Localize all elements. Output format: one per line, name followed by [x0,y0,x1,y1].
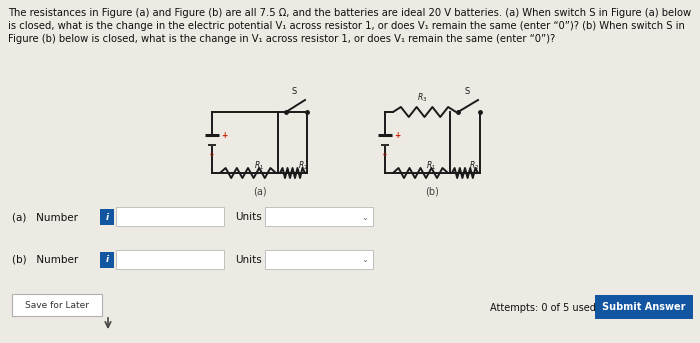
Text: (a): (a) [253,187,266,197]
Text: i: i [106,256,108,264]
FancyBboxPatch shape [100,252,114,268]
FancyBboxPatch shape [100,209,114,225]
Text: $R_2$: $R_2$ [298,160,308,172]
Text: +: + [394,130,400,140]
Text: The resistances in Figure (a) and Figure (b) are all 7.5 Ω, and the batteries ar: The resistances in Figure (a) and Figure… [8,8,691,44]
FancyBboxPatch shape [265,207,373,226]
Text: o: o [383,152,387,156]
Text: $R_1$: $R_1$ [254,160,264,172]
Text: Units: Units [235,212,262,222]
Text: $R_3$: $R_3$ [417,92,428,104]
Text: (b)   Number: (b) Number [12,255,78,265]
Text: Submit Answer: Submit Answer [602,302,686,312]
Text: $R_1$: $R_1$ [426,160,437,172]
FancyBboxPatch shape [116,250,224,269]
Text: S: S [464,87,470,96]
Text: i: i [106,213,108,222]
Text: (a)   Number: (a) Number [12,212,78,222]
Text: ⌄: ⌄ [361,213,368,222]
Text: Units: Units [235,255,262,265]
FancyBboxPatch shape [265,250,373,269]
Text: Attempts: 0 of 5 used: Attempts: 0 of 5 used [490,303,596,313]
Text: +: + [221,130,228,140]
FancyBboxPatch shape [12,294,102,316]
Text: $R_2$: $R_2$ [469,160,480,172]
Text: S: S [292,87,297,96]
FancyBboxPatch shape [116,207,224,226]
Text: ⌄: ⌄ [361,256,368,264]
Text: o: o [210,152,214,156]
Text: (b): (b) [426,187,440,197]
Text: Save for Later: Save for Later [25,300,89,309]
FancyBboxPatch shape [595,295,693,319]
